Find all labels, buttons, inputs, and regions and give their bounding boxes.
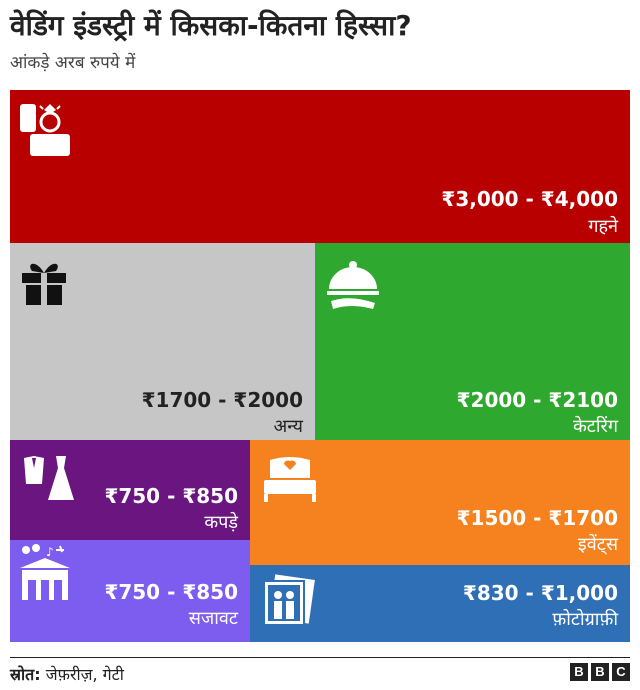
- footer-divider: [10, 657, 630, 658]
- tile-category-label: फ़ोटोग्राफ़ी: [552, 609, 618, 630]
- treemap-tile: ♪ ₹750 - ₹850 सजावट: [10, 540, 250, 642]
- tile-category-label: सजावट: [188, 608, 238, 629]
- tile-value-range: ₹750 - ₹850: [104, 484, 238, 508]
- decorated-house-icon: ♪: [16, 542, 74, 606]
- bed-icon: [260, 456, 320, 508]
- ring-box-icon: [16, 100, 76, 164]
- tile-value-range: ₹2000 - ₹2100: [456, 388, 618, 412]
- treemap-tile: ₹1700 - ₹2000 अन्य: [10, 243, 315, 440]
- tile-value-range: ₹750 - ₹850: [104, 580, 238, 604]
- treemap-tile: ₹3,000 - ₹4,000 गहने: [10, 90, 630, 243]
- treemap-tile: ₹2000 - ₹2100 केटरिंग: [315, 243, 630, 440]
- source-note: स्रोत: जेफ़रीज़, गेटी: [10, 663, 124, 685]
- chart-subtitle: आंकड़े अरब रुपये में: [10, 53, 136, 73]
- tile-value-range: ₹3,000 - ₹4,000: [441, 187, 618, 211]
- tile-category-label: अन्य: [273, 416, 303, 437]
- bbc-logo-letter: B: [591, 663, 609, 681]
- treemap-tile: ₹750 - ₹850 कपड़े: [10, 440, 250, 540]
- tile-value-range: ₹1500 - ₹1700: [456, 506, 618, 530]
- photo-frames-icon: [258, 573, 318, 633]
- tile-value-range: ₹1700 - ₹2000: [141, 388, 303, 412]
- cloche-icon: [323, 257, 383, 317]
- tile-category-label: केटरिंग: [572, 416, 618, 437]
- bbc-logo-letter: C: [612, 663, 630, 681]
- chart-title: वेडिंग इंडस्ट्री में किसका-कितना हिस्सा?: [10, 9, 412, 42]
- bbc-logo: B B C: [570, 663, 630, 681]
- source-text: जेफ़रीज़, गेटी: [45, 665, 124, 684]
- gift-icon: [18, 255, 70, 311]
- bbc-logo-letter: B: [570, 663, 588, 681]
- tile-category-label: कपड़े: [204, 512, 238, 533]
- tile-category-label: गहने: [588, 216, 618, 237]
- svg-text:♪: ♪: [46, 545, 54, 559]
- tile-category-label: इवेंट्स: [577, 534, 618, 555]
- treemap-tile: ₹830 - ₹1,000 फ़ोटोग्राफ़ी: [250, 565, 630, 642]
- treemap-tile: ₹1500 - ₹1700 इवेंट्स: [250, 440, 630, 565]
- source-label: स्रोत:: [10, 665, 41, 684]
- suit-dress-icon: [20, 454, 76, 506]
- tile-value-range: ₹830 - ₹1,000: [462, 581, 618, 605]
